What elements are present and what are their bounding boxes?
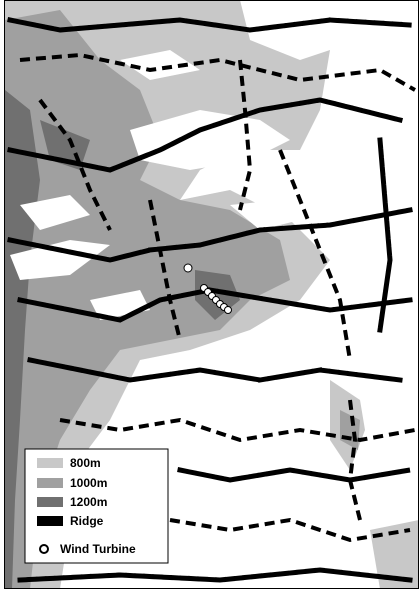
legend-swatch (37, 478, 63, 488)
legend-label: 1000m (70, 476, 107, 490)
legend: 800m 1000m 1200m Ridge Wind Turbine (25, 449, 168, 563)
legend-swatch (37, 516, 63, 526)
legend-label: Wind Turbine (60, 542, 136, 556)
legend-swatch (37, 458, 63, 468)
legend-label: Ridge (70, 514, 104, 528)
legend-label: 800m (70, 456, 101, 470)
map: 800m 1000m 1200m Ridge Wind Turbine (0, 0, 419, 589)
legend-symbol (40, 545, 48, 553)
legend-label: 1200m (70, 495, 107, 509)
legend-swatch (37, 497, 63, 507)
